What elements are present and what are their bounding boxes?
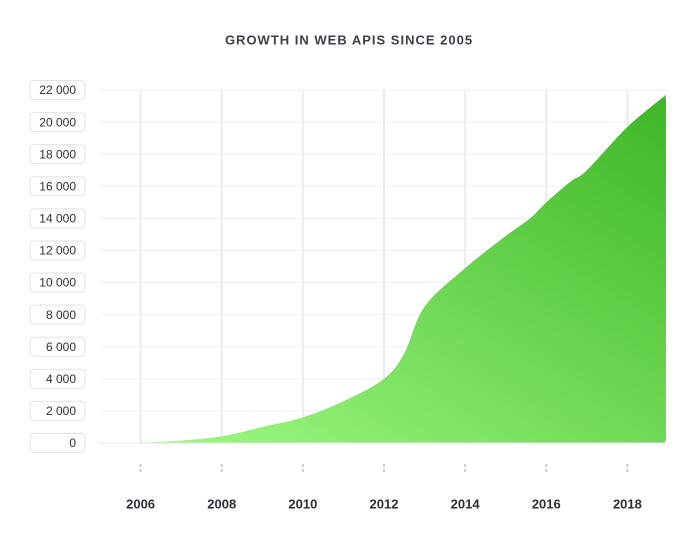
x-tick-label: 2018 [613, 496, 642, 511]
y-tick-box [29, 144, 86, 165]
y-tick-label: 4 000 [46, 372, 76, 386]
y-tick-label: 0 [69, 436, 76, 450]
x-tick-label: 2012 [370, 496, 399, 511]
x-tick-label: 2016 [532, 496, 561, 511]
x-tick-label: 2010 [288, 496, 317, 511]
y-tick-label: 8 000 [46, 308, 76, 322]
y-tick-label: 14 000 [39, 212, 76, 226]
y-tick-label: 20 000 [39, 115, 76, 129]
y-tick-label: 18 000 [39, 147, 76, 161]
y-tick-box [29, 272, 86, 293]
y-tick-label: 2 000 [46, 404, 76, 418]
y-tick-label: 10 000 [39, 276, 76, 290]
x-tick-label: 2014 [451, 496, 481, 511]
y-tick-box [29, 304, 86, 325]
y-tick-label: 22 000 [39, 83, 76, 97]
chart-title: GROWTH IN WEB APIS SINCE 2005 [225, 32, 473, 47]
y-tick-box [29, 176, 86, 197]
y-tick-label: 6 000 [46, 340, 76, 354]
x-tick-label: 2006 [126, 496, 155, 511]
y-tick-box [29, 433, 86, 453]
y-tick-box [29, 240, 86, 261]
y-tick-box [29, 208, 86, 229]
y-tick-label: 16 000 [39, 179, 76, 193]
y-tick-box [29, 400, 86, 421]
y-tick-box [29, 336, 86, 357]
x-tick-label: 2008 [207, 496, 236, 511]
y-tick-box [29, 368, 86, 389]
y-tick-box [29, 80, 86, 100]
y-tick-box [29, 112, 86, 133]
area [100, 94, 666, 444]
y-tick-label: 12 000 [39, 244, 76, 258]
